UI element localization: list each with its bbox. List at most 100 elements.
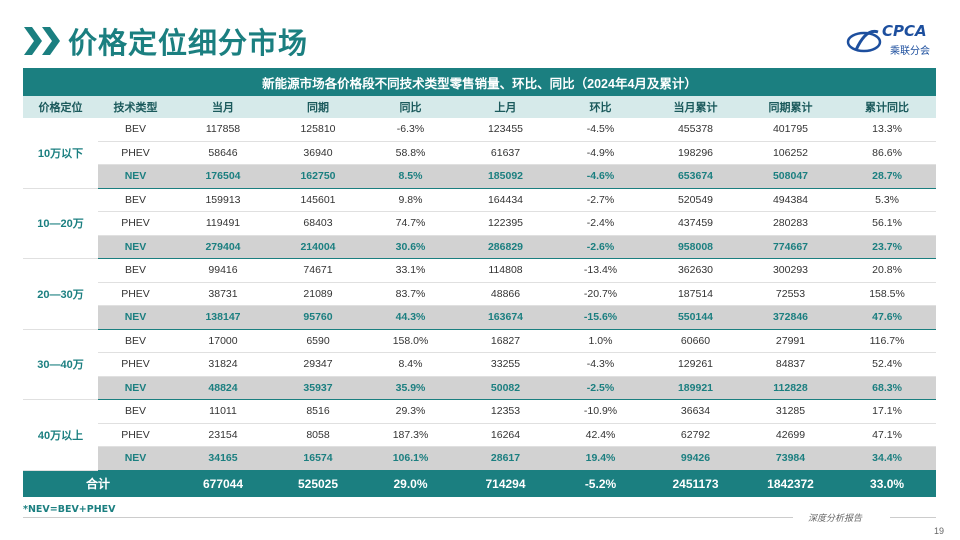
page-number: 19 (934, 526, 945, 536)
value-cell: -13.4% (553, 258, 648, 283)
total-value-cell: 677044 (173, 470, 273, 497)
value-cell: 58646 (173, 141, 273, 165)
value-cell: 17000 (173, 329, 273, 353)
value-cell: 187.3% (363, 423, 458, 447)
value-cell: 74.7% (363, 211, 458, 236)
value-cell: 38731 (173, 282, 273, 306)
table-row: NEV 138147 95760 44.3% 163674 -15.6% 550144 372… (23, 305, 937, 330)
value-cell: 774667 (743, 235, 838, 259)
value-cell: 35937 (273, 376, 363, 400)
column-header: 技术类型 (98, 96, 173, 118)
value-cell: 61637 (458, 141, 553, 165)
column-header: 同期累计 (743, 96, 838, 118)
value-cell: -15.6% (553, 305, 648, 330)
value-cell: 550144 (648, 305, 743, 330)
value-cell: 362630 (648, 258, 743, 283)
value-cell: 17.1% (838, 399, 937, 424)
value-cell: 9.8% (363, 188, 458, 212)
value-cell: 138147 (173, 305, 273, 330)
value-cell: 185092 (458, 164, 553, 189)
table-row: NEV 176504 162750 8.5% 185092 -4.6% 653674 5080… (23, 164, 937, 189)
value-cell: 36940 (273, 141, 363, 165)
value-cell: 176504 (173, 164, 273, 189)
value-cell: 73984 (743, 446, 838, 471)
logo-subtext: 乘联分会 (890, 46, 930, 57)
value-cell: -6.3% (363, 118, 458, 142)
value-cell: 198296 (648, 141, 743, 165)
table-row: PHEV 119491 68403 74.7% 122395 -2.4% 437459 280… (23, 211, 937, 236)
value-cell: 58.8% (363, 141, 458, 165)
table-title: 新能源市场各价格段不同技术类型零售销量、环比、同比（2024年4月及累计） (23, 68, 937, 96)
value-cell: 286829 (458, 235, 553, 259)
tech-type-cell: NEV (98, 164, 173, 189)
table-header-row: 价格定位 技术类型 当月 同期 同比 上月 环比 当月累计 同期累计 累计同比 (23, 96, 937, 118)
value-cell: 163674 (458, 305, 553, 330)
value-cell: 1.0% (553, 329, 648, 353)
table-row: 20—30万 BEV 99416 74671 33.1% 114808 -13.4% 3626… (23, 258, 937, 330)
tech-type-cell: PHEV (98, 282, 173, 306)
value-cell: 164434 (458, 188, 553, 212)
total-value-cell: -5.2% (553, 470, 648, 497)
value-cell: 112828 (743, 376, 838, 400)
footer-text: 深度分析报告 (808, 514, 863, 524)
value-cell: 28.7% (838, 164, 937, 189)
value-cell: 72553 (743, 282, 838, 306)
tech-type-cell: PHEV (98, 423, 173, 447)
value-cell: 20.8% (838, 258, 937, 283)
value-cell: 16264 (458, 423, 553, 447)
value-cell: 60660 (648, 329, 743, 353)
total-value-cell: 525025 (273, 470, 363, 497)
price-segment-label: 20—30万 (23, 258, 98, 330)
value-cell: 158.0% (363, 329, 458, 353)
value-cell: 13.3% (838, 118, 937, 142)
value-cell: 99416 (173, 258, 273, 283)
value-cell: 33255 (458, 352, 553, 377)
footer-divider (23, 517, 793, 518)
value-cell: -4.6% (553, 164, 648, 189)
value-cell: 106.1% (363, 446, 458, 471)
value-cell: 99426 (648, 446, 743, 471)
total-label: 合计 (23, 470, 173, 497)
value-cell: 86.6% (838, 141, 937, 165)
value-cell: -2.5% (553, 376, 648, 400)
column-header: 上月 (458, 96, 553, 118)
value-cell: 653674 (648, 164, 743, 189)
value-cell: 28617 (458, 446, 553, 471)
price-segment-label: 30—40万 (23, 329, 98, 400)
value-cell: -4.9% (553, 141, 648, 165)
value-cell: 50082 (458, 376, 553, 400)
total-value-cell: 33.0% (838, 470, 937, 497)
value-cell: 119491 (173, 211, 273, 236)
total-value-cell: 714294 (458, 470, 553, 497)
value-cell: 30.6% (363, 235, 458, 259)
value-cell: 279404 (173, 235, 273, 259)
value-cell: 123455 (458, 118, 553, 142)
value-cell: 300293 (743, 258, 838, 283)
value-cell: 47.6% (838, 305, 937, 330)
value-cell: 189921 (648, 376, 743, 400)
value-cell: 187514 (648, 282, 743, 306)
value-cell: 158.5% (838, 282, 937, 306)
column-header: 当月累计 (648, 96, 743, 118)
value-cell: 8.5% (363, 164, 458, 189)
value-cell: 35.9% (363, 376, 458, 400)
tech-type-cell: BEV (98, 329, 173, 353)
value-cell: 159913 (173, 188, 273, 212)
value-cell: -10.9% (553, 399, 648, 424)
table-row: PHEV 31824 29347 8.4% 33255 -4.3% 129261 84837 5… (23, 352, 937, 377)
value-cell: -2.7% (553, 188, 648, 212)
value-cell: 520549 (648, 188, 743, 212)
table-row: PHEV 58646 36940 58.8% 61637 -4.9% 198296 10625… (23, 141, 937, 165)
table-row: NEV 48824 35937 35.9% 50082 -2.5% 189921 112828… (23, 376, 937, 400)
column-header: 同比 (363, 96, 458, 118)
price-segment-label: 10—20万 (23, 188, 98, 259)
column-header: 同期 (273, 96, 363, 118)
page-title: 价格定位细分市场 (68, 26, 309, 60)
value-cell: 372846 (743, 305, 838, 330)
value-cell: 44.3% (363, 305, 458, 330)
tech-type-cell: NEV (98, 305, 173, 330)
value-cell: 56.1% (838, 211, 937, 236)
value-cell: 437459 (648, 211, 743, 236)
value-cell: -2.6% (553, 235, 648, 259)
value-cell: 31824 (173, 352, 273, 377)
